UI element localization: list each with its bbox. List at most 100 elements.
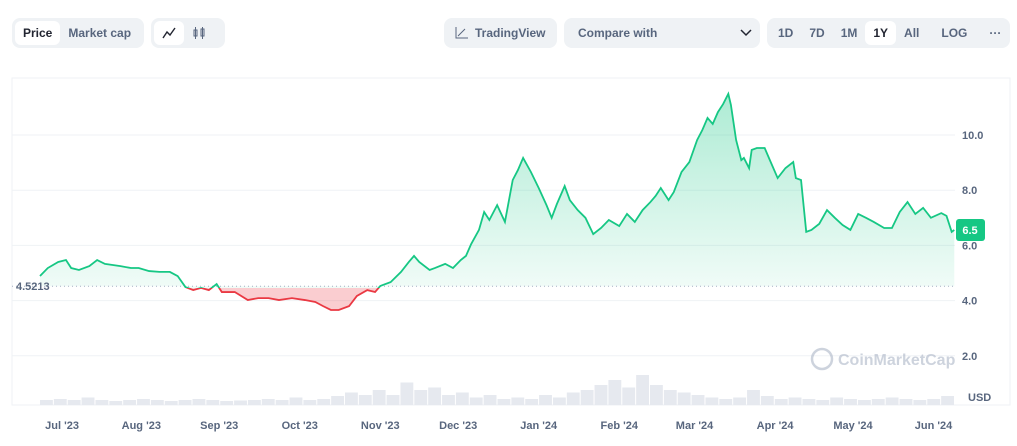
volume-bar bbox=[386, 395, 400, 405]
candlestick-button[interactable] bbox=[184, 21, 214, 45]
volume-bar bbox=[927, 399, 941, 405]
y-tick-label: 10.0 bbox=[962, 130, 983, 142]
volume-bar bbox=[372, 390, 386, 405]
volume-bar bbox=[137, 399, 150, 405]
volume-bar bbox=[760, 396, 774, 405]
volume-bar bbox=[400, 382, 414, 405]
compare-with-label: Compare with bbox=[578, 26, 658, 40]
volume-bar bbox=[608, 380, 622, 405]
y-tick-label: 8.0 bbox=[962, 185, 977, 197]
volume-bar bbox=[414, 390, 428, 405]
x-tick-label: Oct '23 bbox=[282, 420, 318, 432]
x-tick-label: May '24 bbox=[833, 420, 873, 432]
volume-bar bbox=[788, 397, 802, 405]
volume-bar bbox=[871, 399, 885, 405]
volume-bar bbox=[164, 401, 178, 405]
volume-bar bbox=[594, 385, 608, 405]
volume-bar bbox=[483, 395, 497, 405]
volume-bar bbox=[566, 392, 580, 405]
volume-bar bbox=[941, 396, 954, 405]
volume-bar bbox=[455, 392, 469, 405]
area-fill-up bbox=[40, 93, 955, 288]
range-all[interactable]: All bbox=[904, 26, 920, 40]
compare-with-select[interactable]: Compare with bbox=[564, 18, 760, 48]
tab-price[interactable]: Price bbox=[15, 21, 61, 45]
watermark: CoinMarketCap bbox=[810, 347, 956, 371]
watermark-text: CoinMarketCap bbox=[838, 352, 956, 369]
volume-bar bbox=[234, 400, 247, 405]
volume-bar bbox=[317, 399, 331, 405]
candlestick-icon bbox=[193, 27, 205, 39]
tradingview-icon bbox=[455, 27, 468, 39]
volume-bar bbox=[442, 395, 455, 405]
x-tick-label: Apr '24 bbox=[757, 420, 795, 432]
volume-bar bbox=[53, 399, 67, 405]
y-tick-label: 2.0 bbox=[962, 351, 977, 363]
volume-bar bbox=[358, 395, 372, 405]
plot-border bbox=[11, 77, 1011, 406]
volume-bar bbox=[289, 397, 303, 405]
volume-bar bbox=[552, 397, 566, 405]
volume-bar bbox=[497, 399, 511, 405]
range-1y[interactable]: 1Y bbox=[865, 21, 897, 45]
volume-bar bbox=[705, 397, 719, 405]
volume-bar bbox=[857, 400, 871, 405]
current-price-badge bbox=[956, 218, 985, 241]
volume-bar bbox=[816, 400, 830, 405]
volume-bar bbox=[95, 400, 109, 405]
volume-bar bbox=[885, 397, 899, 405]
x-tick-label: Sep '23 bbox=[200, 420, 238, 432]
volume-bar bbox=[525, 399, 539, 405]
range-1m[interactable]: 1M bbox=[840, 26, 858, 40]
volume-bar bbox=[899, 399, 913, 405]
volume-bar bbox=[150, 400, 164, 405]
volume-bar bbox=[802, 399, 816, 405]
x-tick-label: Jan '24 bbox=[520, 420, 558, 432]
volume-bar bbox=[844, 399, 857, 405]
volume-bar bbox=[636, 375, 649, 405]
volume-bar bbox=[580, 390, 594, 405]
baseline-label: 4.5213 bbox=[16, 281, 50, 293]
y-tick-label: 4.0 bbox=[962, 296, 977, 308]
line-chart-button[interactable] bbox=[154, 21, 184, 45]
x-tick-label: Aug '23 bbox=[122, 420, 161, 432]
range-1d[interactable]: 1D bbox=[778, 26, 794, 40]
volume-bar bbox=[123, 400, 137, 405]
volume-bar bbox=[345, 392, 358, 405]
current-price-label: 6.5 bbox=[962, 225, 977, 237]
volume-bar bbox=[428, 387, 442, 405]
y-axis-unit: USD bbox=[968, 392, 991, 404]
volume-bar bbox=[747, 390, 760, 405]
y-tick-label: 6.0 bbox=[962, 240, 977, 252]
volume-bar bbox=[469, 397, 483, 405]
tab-market-cap[interactable]: Market cap bbox=[68, 26, 132, 40]
chevron-down-icon bbox=[740, 29, 752, 37]
line-chart-icon bbox=[162, 27, 176, 39]
more-options-button[interactable]: ··· bbox=[989, 26, 1002, 40]
volume-bar bbox=[830, 397, 844, 405]
volume-bar bbox=[650, 385, 663, 405]
log-scale-button[interactable]: LOG bbox=[941, 26, 968, 40]
volume-bar bbox=[677, 392, 691, 405]
volume-bar bbox=[109, 401, 123, 405]
volume-bar bbox=[275, 400, 289, 405]
x-tick-label: Feb '24 bbox=[600, 420, 638, 432]
volume-bar bbox=[192, 399, 206, 405]
x-tick-label: Mar '24 bbox=[676, 420, 714, 432]
price-line-up bbox=[39, 91, 955, 288]
volume-bar bbox=[622, 387, 636, 405]
volume-bar bbox=[67, 400, 81, 405]
volume-bar bbox=[331, 396, 344, 405]
tradingview-button[interactable]: TradingView bbox=[444, 18, 557, 48]
price-marketcap-toggle: Price Market cap bbox=[12, 18, 144, 48]
volume-bar bbox=[663, 390, 677, 405]
volume-bar bbox=[774, 399, 788, 405]
volume-bar bbox=[691, 395, 705, 405]
x-tick-label: Dec '23 bbox=[439, 420, 477, 432]
volume-bar bbox=[206, 400, 220, 405]
x-tick-label: Jun '24 bbox=[915, 420, 953, 432]
range-7d[interactable]: 7D bbox=[809, 26, 825, 40]
volume-bar bbox=[733, 397, 747, 405]
volume-bar bbox=[81, 397, 95, 405]
volume-bar bbox=[247, 400, 261, 405]
